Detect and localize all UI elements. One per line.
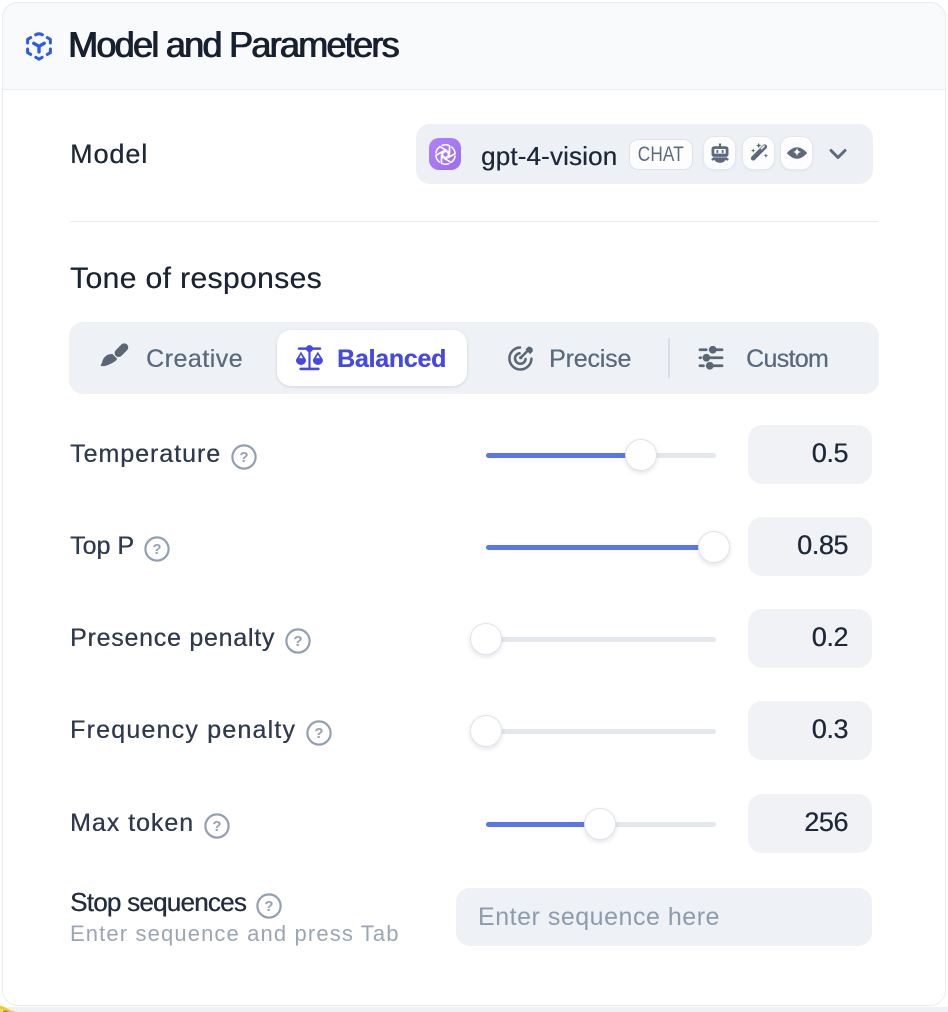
svg-text:?: ? <box>152 541 161 558</box>
svg-text:?: ? <box>212 818 221 835</box>
svg-text:?: ? <box>293 633 302 650</box>
svg-text:?: ? <box>264 898 273 915</box>
svg-text:?: ? <box>239 449 248 466</box>
svg-text:?: ? <box>314 725 323 742</box>
